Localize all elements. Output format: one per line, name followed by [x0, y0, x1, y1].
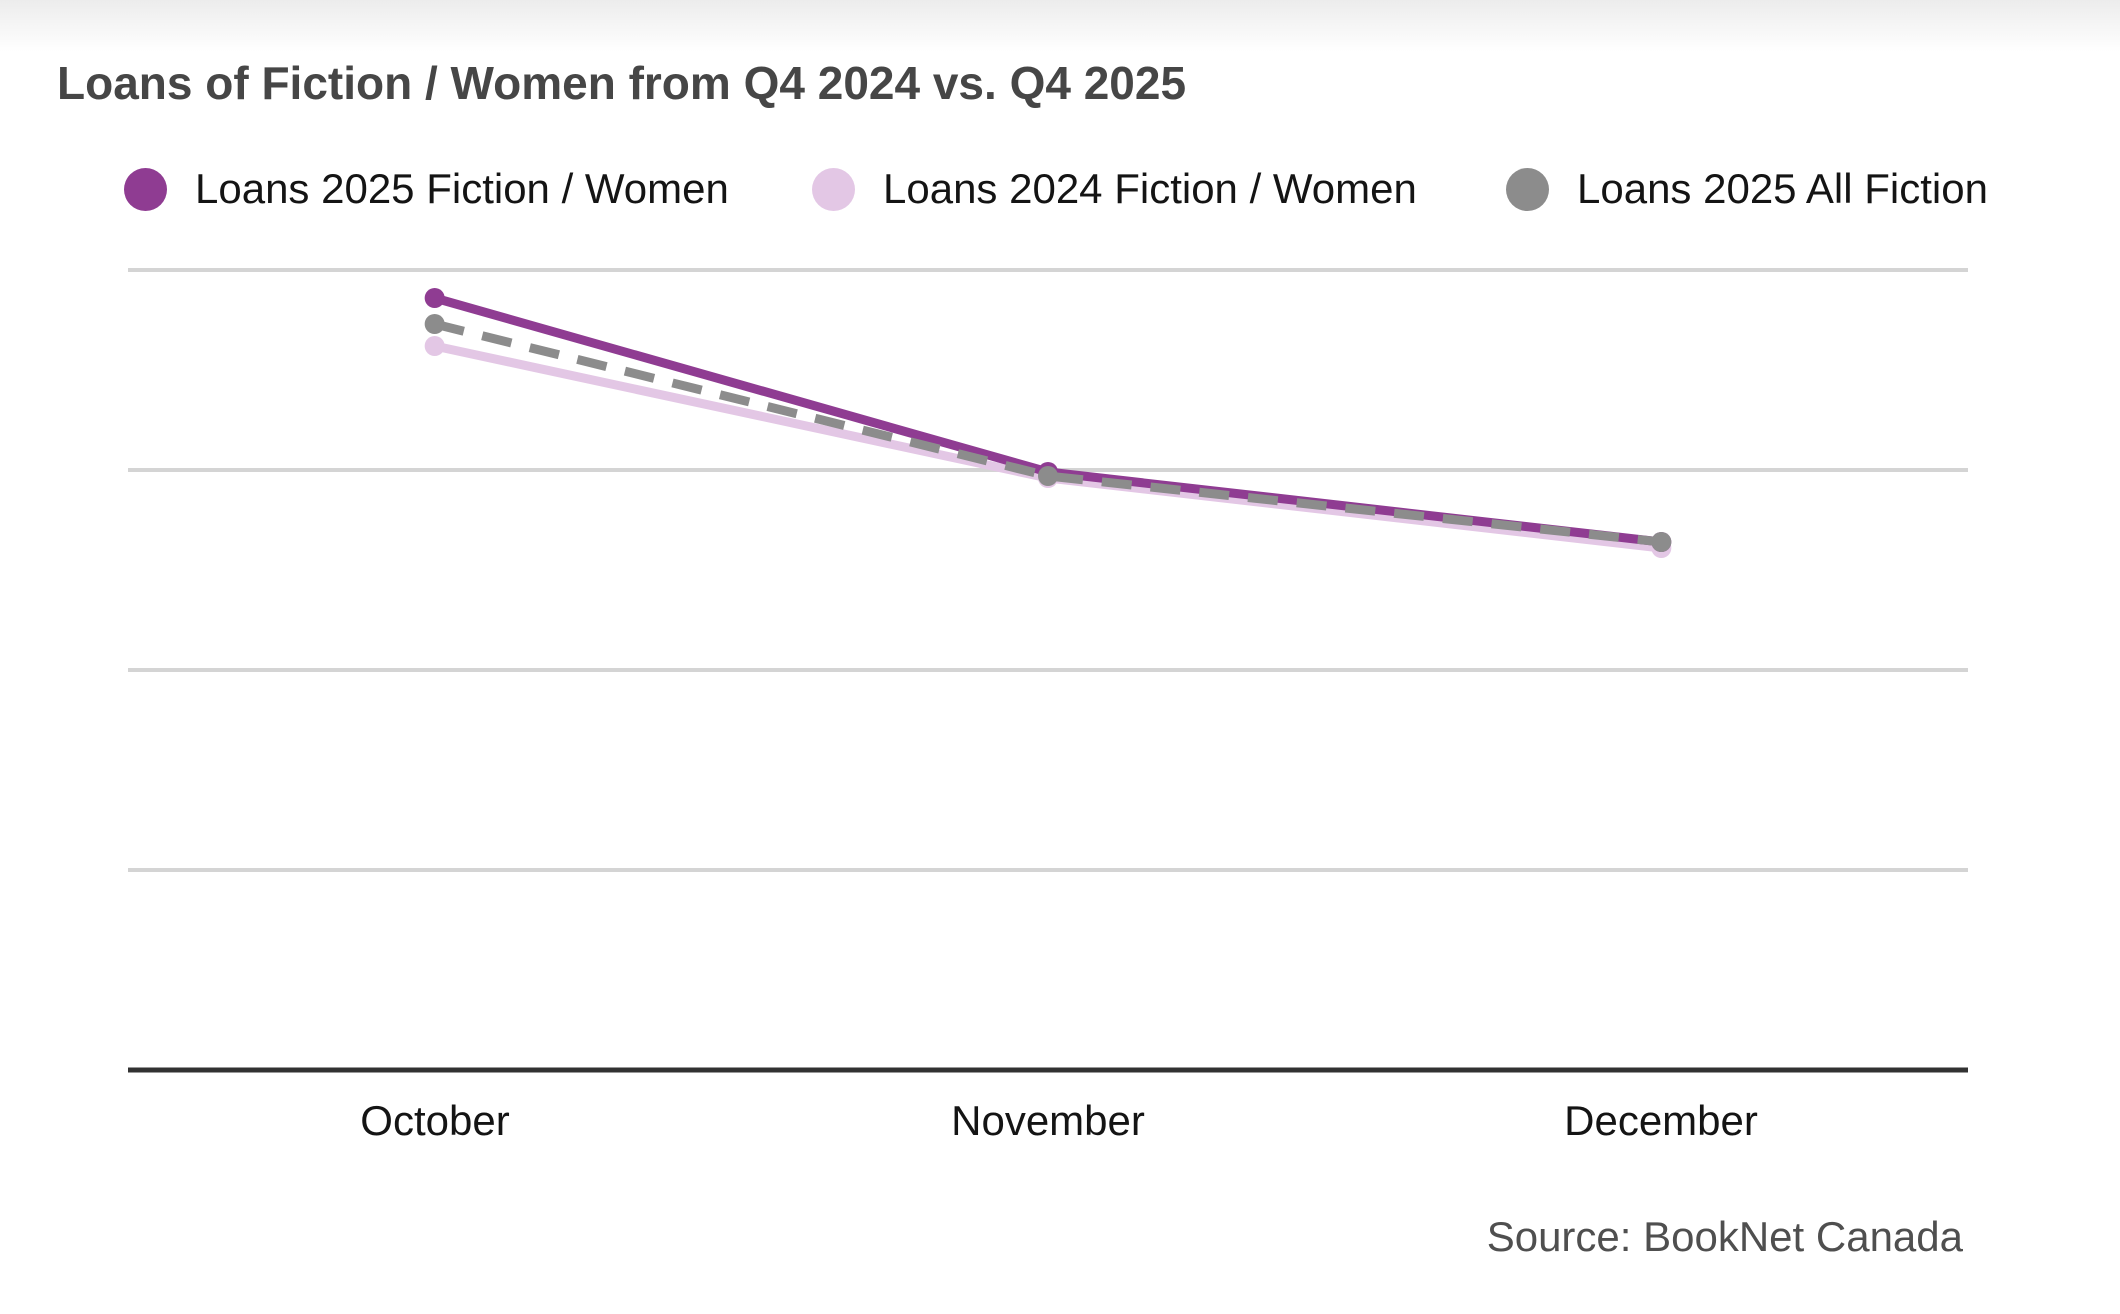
- chart-title: Loans of Fiction / Women from Q4 2024 vs…: [57, 57, 1187, 109]
- source-credit: Source: BookNet Canada: [1486, 1213, 1963, 1260]
- legend-item-loans-2024-fiction-women: Loans 2024 Fiction / Women: [812, 158, 1417, 220]
- legend-item-label: Loans 2025 Fiction / Women: [195, 165, 729, 212]
- legend-item-label: Loans 2025 All Fiction: [1577, 165, 1988, 212]
- data-point-loans-2025-all-fiction: [1038, 466, 1058, 486]
- data-point-loans-2025-fiction-women: [424, 288, 445, 308]
- series-line-loans-2025-fiction-women: [430, 293, 1666, 547]
- data-point-loans-2025-all-fiction: [424, 314, 445, 334]
- legend-swatch-circle-icon: [812, 167, 855, 211]
- legend-item-loans-2025-fiction-women: Loans 2025 Fiction / Women: [124, 158, 729, 220]
- series-line-loans-2025-all-fiction: [433, 319, 1662, 547]
- chart-legend: Loans 2025 Fiction / Women Loans 2024 Fi…: [0, 158, 2120, 220]
- data-point-loans-2025-all-fiction: [1651, 532, 1672, 552]
- x-axis-tick-label: October: [360, 1097, 510, 1144]
- data-point-loans-2024-fiction-women: [424, 336, 445, 356]
- legend-swatch-circle-icon: [1506, 167, 1549, 211]
- legend-item-loans-2025-all-fiction: Loans 2025 All Fiction: [1506, 158, 1988, 220]
- x-axis-tick-label: November: [951, 1097, 1145, 1144]
- legend-swatch-circle-icon: [124, 167, 167, 211]
- x-axis-tick-label: December: [1564, 1097, 1758, 1144]
- legend-item-label: Loans 2024 Fiction / Women: [883, 165, 1417, 212]
